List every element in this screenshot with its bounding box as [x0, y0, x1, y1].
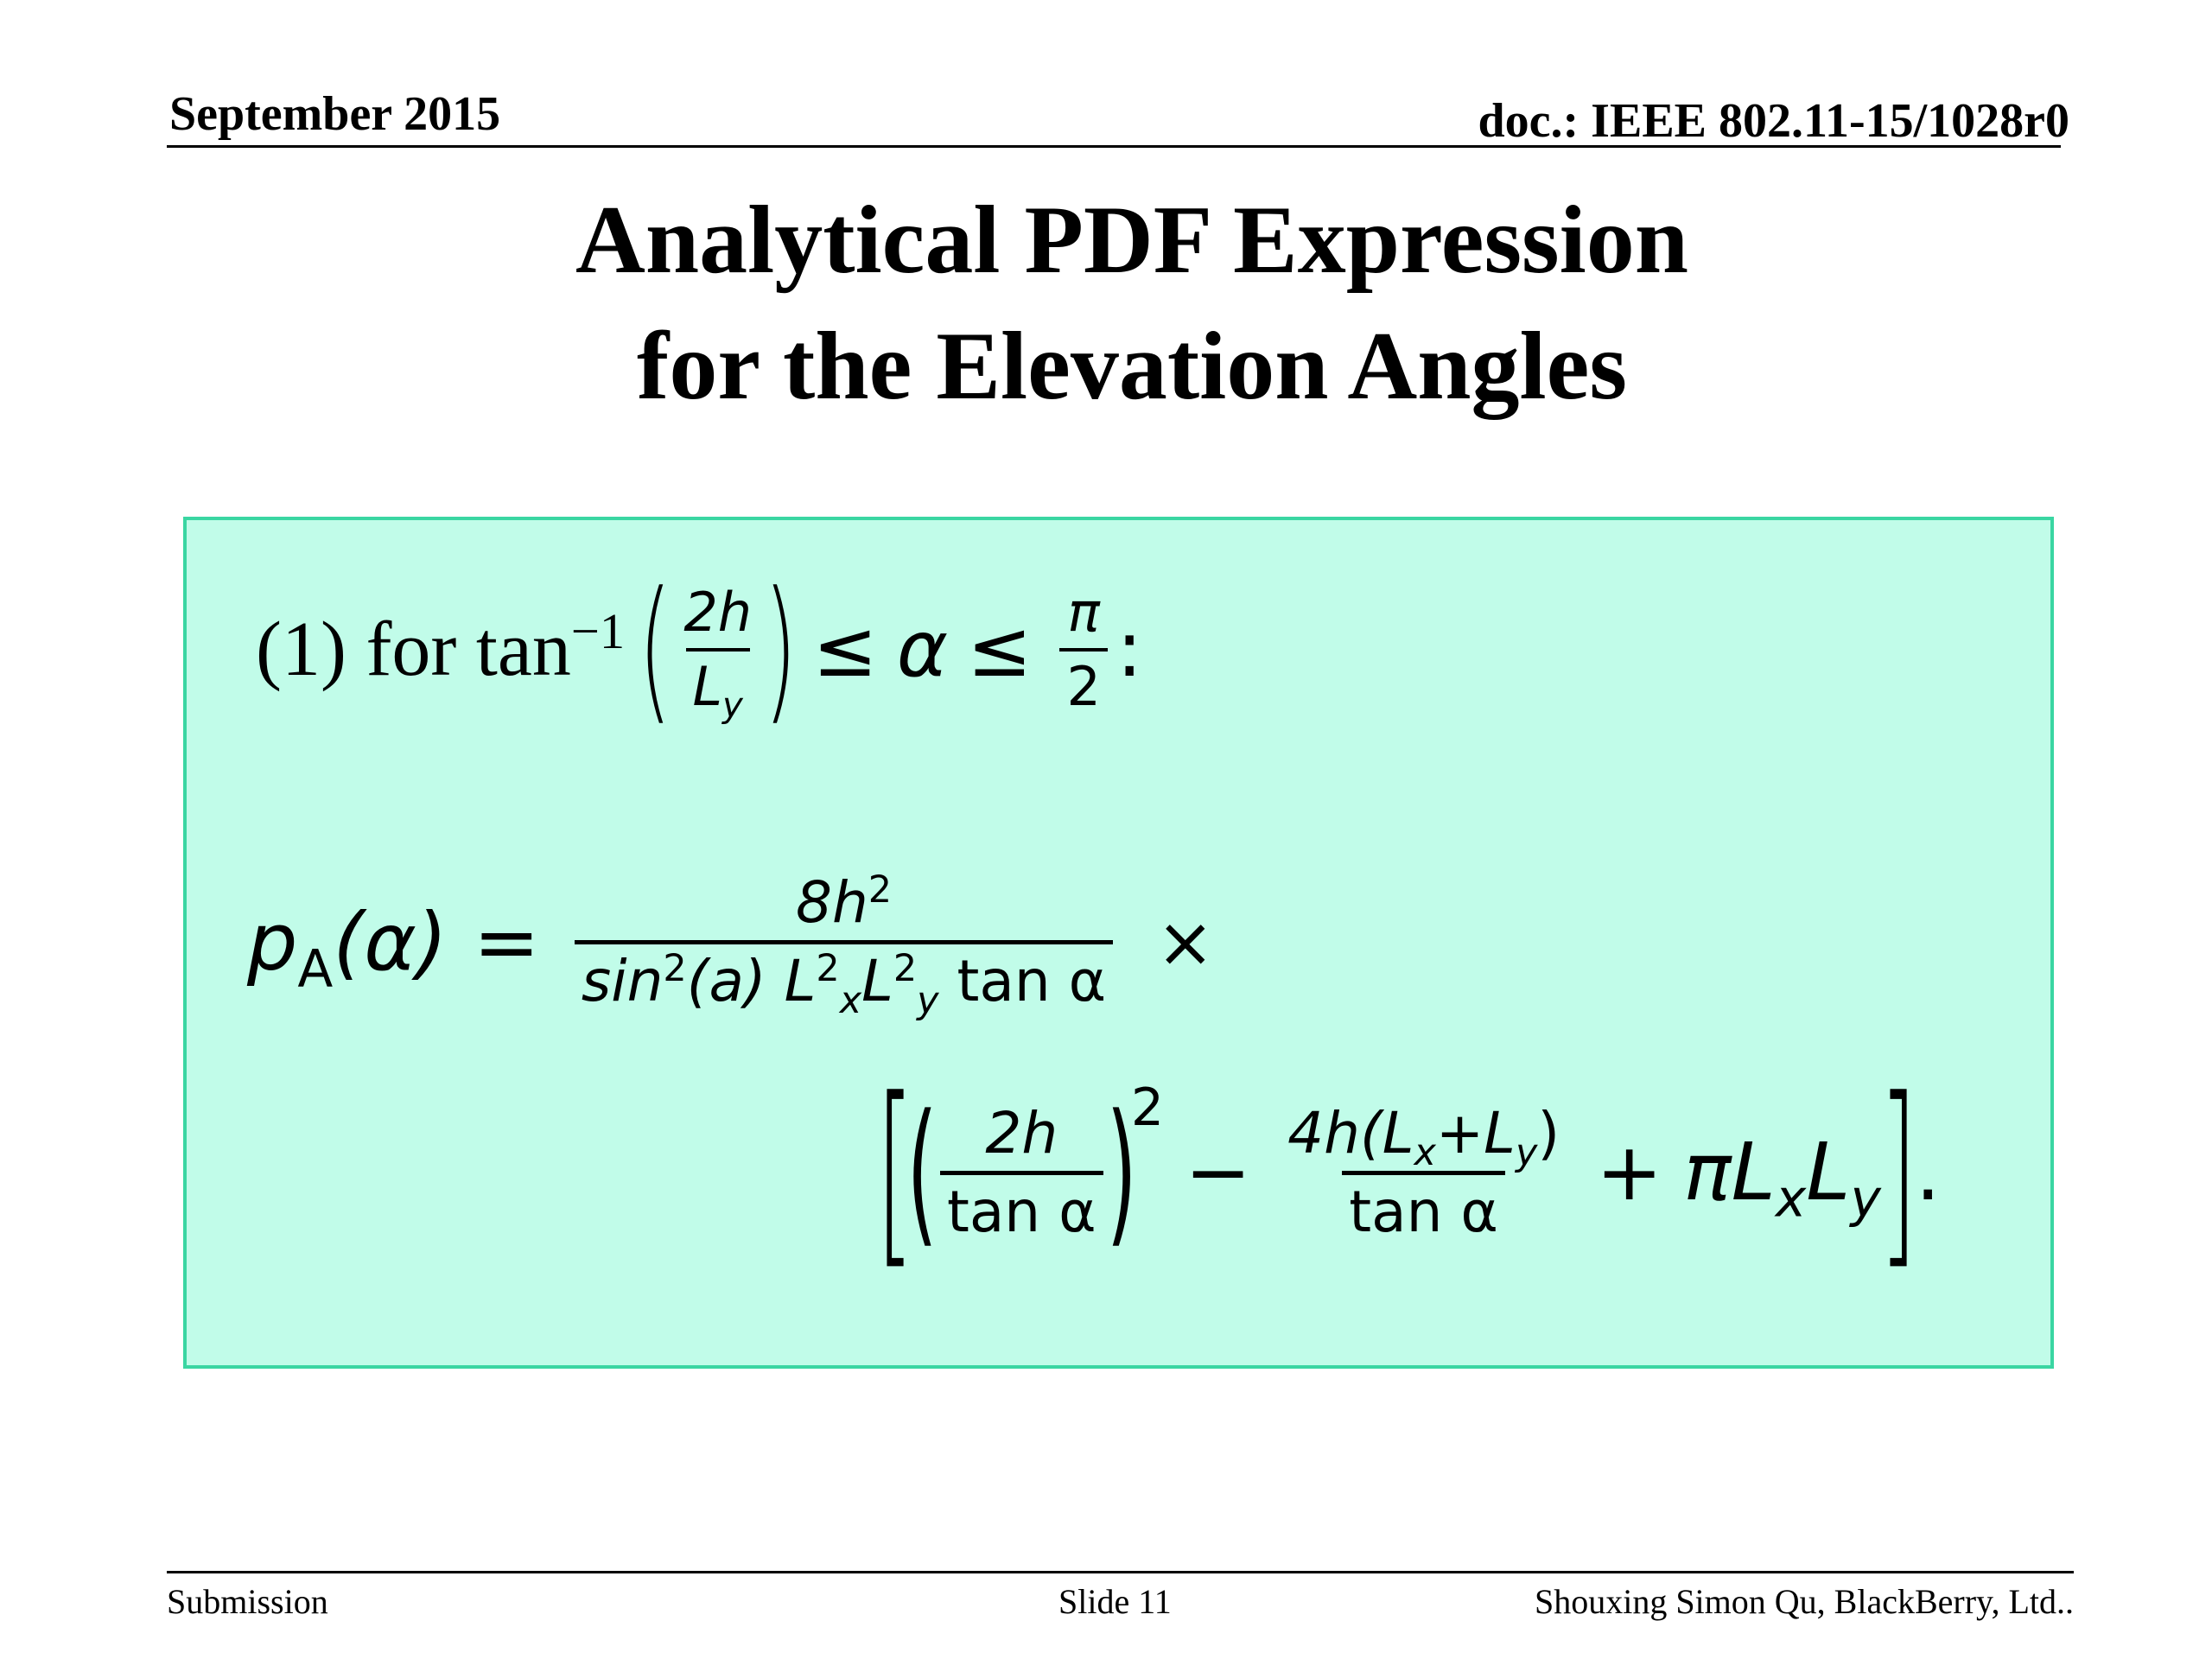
- equation-period: .: [1915, 1126, 1941, 1218]
- slide-title: Analytical PDF Expression for the Elevat…: [0, 177, 2212, 429]
- equation-left-bracket: [: [875, 1057, 915, 1287]
- equation-fraction-2: 4h(Lx+Ly) tan α: [1287, 1099, 1560, 1245]
- equation-main-fraction: 8h2 sin2(a) L2xL2y tan α: [574, 872, 1114, 1020]
- slide-title-line-1: Analytical PDF Expression: [575, 187, 1689, 294]
- footer-submission: Submission: [167, 1582, 328, 1621]
- equation-minus: −: [1185, 1126, 1252, 1218]
- footer-slide-number: Slide 11: [1058, 1582, 1172, 1621]
- equation-square: 2: [1130, 1077, 1165, 1138]
- equation-equals: =: [473, 895, 540, 988]
- footer-author: Shouxing Simon Qu, BlackBerry, Ltd..: [1534, 1582, 2074, 1621]
- equation-right-paren: ): [1106, 1082, 1137, 1262]
- condition-alpha: α: [896, 604, 949, 695]
- equation-pi-term: πLxLy: [1683, 1126, 1881, 1230]
- formula-equation-line-1: pA(α) = 8h2 sin2(a) L2xL2y tan α ×: [247, 872, 1215, 1020]
- equation-fraction-1: 2h tan α: [939, 1104, 1103, 1241]
- formula-equation-line-2: [ ( 2h tan α ) 2 − 4h(Lx+Ly) tan α + πLx…: [875, 1057, 1941, 1287]
- condition-colon: :: [1116, 604, 1143, 695]
- condition-le-1: ≤: [812, 604, 878, 695]
- formula-condition: (1) for tan−1 ( 2h Ly ) ≤ α ≤ π 2 :: [256, 572, 1142, 728]
- header-rule: [167, 145, 2061, 148]
- condition-left-paren: (: [638, 559, 672, 740]
- slide-title-line-2: for the Elevation Angles: [637, 313, 1627, 420]
- condition-label: (1) for tan−1: [256, 603, 626, 692]
- equation-right-bracket: ]: [1878, 1057, 1918, 1287]
- equation-plus: +: [1596, 1126, 1663, 1218]
- condition-le-2: ≤: [967, 604, 1033, 695]
- header-doc-id: doc.: IEEE 802.11-15/1028r0: [1478, 94, 2069, 148]
- equation-left-paren: (: [906, 1082, 938, 1262]
- equation-lhs: pA(α): [247, 895, 448, 999]
- formula-box: (1) for tan−1 ( 2h Ly ) ≤ α ≤ π 2 : pA(α…: [183, 517, 2054, 1369]
- header-date: September 2015: [169, 87, 501, 141]
- equation-times: ×: [1156, 901, 1215, 982]
- condition-fraction: 2h Ly: [683, 581, 753, 726]
- footer-rule: [167, 1571, 2074, 1573]
- condition-pi-half: π 2: [1059, 586, 1108, 714]
- condition-right-paren: ): [763, 559, 798, 740]
